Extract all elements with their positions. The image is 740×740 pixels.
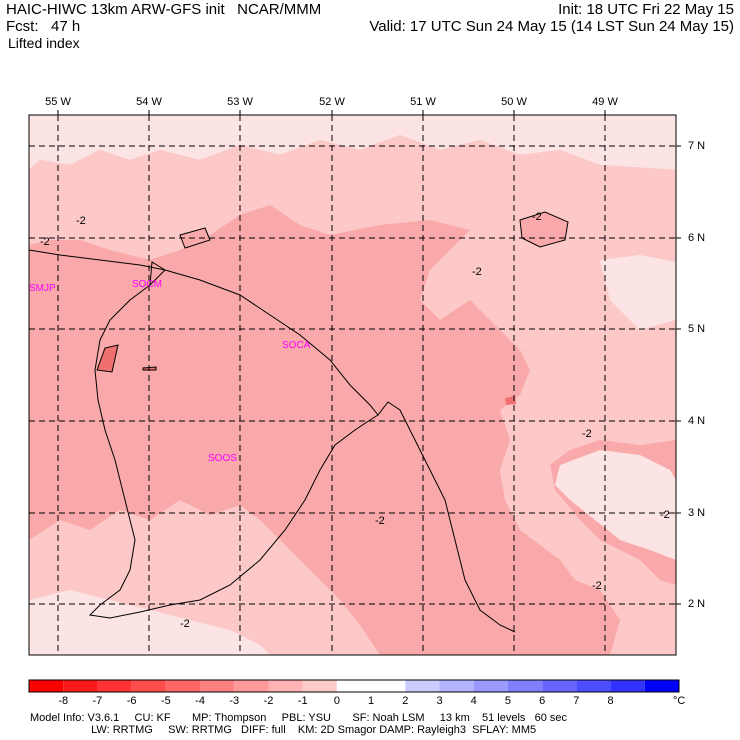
colorbar-label: 4 bbox=[470, 695, 477, 707]
valid-time: Valid: 17 UTC Sun 24 May 15 (14 LST Sun … bbox=[369, 18, 734, 35]
colorbar-label: -5 bbox=[160, 695, 171, 707]
colorbar bbox=[28, 679, 680, 693]
contour-labels: -2 -2 -2 -2 -2 -2 -2 -2 -2 bbox=[40, 211, 670, 630]
lon-label: 53 W bbox=[227, 96, 253, 108]
model-info-line-2: LW: RRTMG SW: RRTMG DIFF: full KM: 2D Sm… bbox=[30, 724, 537, 736]
region-lightest-ne bbox=[600, 255, 676, 330]
colorbar-label: -4 bbox=[195, 695, 205, 707]
colorbar-swatch bbox=[234, 680, 269, 692]
colorbar-swatch bbox=[131, 680, 166, 692]
field-name: Lifted index bbox=[8, 35, 80, 51]
colorbar-swatch bbox=[542, 680, 577, 692]
region-lightest-southwest bbox=[29, 590, 270, 655]
lat-ticks bbox=[676, 145, 681, 605]
region-dark-spot bbox=[96, 344, 119, 373]
lon-label: 54 W bbox=[136, 96, 162, 108]
colorbar-swatch bbox=[200, 680, 235, 692]
colorbar-frame bbox=[28, 679, 680, 693]
model-info-line-1: Model Info: V3.6.1 CU: KF MP: Thompson P… bbox=[30, 712, 567, 724]
lat-label: 2 N bbox=[688, 598, 706, 610]
forecast-hour: Fcst: 47 h bbox=[6, 18, 81, 35]
colorbar-swatch bbox=[165, 680, 201, 692]
colorbar-swatch bbox=[507, 680, 543, 692]
colorbar-label: 2 bbox=[402, 695, 409, 707]
map-frame bbox=[28, 114, 677, 656]
colorbar-swatch bbox=[302, 680, 337, 692]
lat-label: 7 N bbox=[688, 140, 706, 152]
colorbar-swatch bbox=[644, 680, 679, 692]
station-label: SMJP bbox=[29, 283, 56, 294]
contour-label: -2 bbox=[582, 428, 592, 440]
colorbar-swatch bbox=[473, 680, 508, 692]
region-lightest-east bbox=[555, 450, 676, 560]
lon-label: 55 W bbox=[45, 96, 71, 108]
contour-label: -2 bbox=[660, 509, 670, 521]
lon-label: 49 W bbox=[592, 96, 618, 108]
colorbar-swatch bbox=[405, 680, 440, 692]
colorbar-swatch bbox=[439, 680, 474, 692]
lat-label: 3 N bbox=[688, 507, 706, 519]
station-label: SOOS bbox=[208, 453, 237, 464]
contour-label: -2 bbox=[375, 515, 385, 527]
lon-label: 50 W bbox=[501, 96, 527, 108]
lat-label: 6 N bbox=[688, 232, 706, 244]
station-label: SOCM bbox=[132, 279, 162, 290]
colorbar-swatch bbox=[268, 680, 303, 692]
contour-label: -2 bbox=[532, 211, 542, 223]
border-suriname bbox=[88, 269, 379, 619]
colorbar-swatch bbox=[63, 680, 98, 692]
lat-label: 5 N bbox=[688, 323, 706, 335]
colorbar-swatch bbox=[97, 680, 132, 692]
colorbar-label: -6 bbox=[126, 695, 137, 707]
colorbar-label: -3 bbox=[229, 695, 240, 707]
colorbar-label: -8 bbox=[58, 695, 69, 707]
colorbar-label: -2 bbox=[263, 695, 274, 707]
contour-label: -2 bbox=[592, 580, 602, 592]
colorbar-label: 8 bbox=[607, 695, 614, 707]
lon-label: 52 W bbox=[319, 96, 345, 108]
lon-ticks bbox=[57, 110, 606, 115]
colorbar-swatch bbox=[576, 680, 611, 692]
station-label: SOCA bbox=[282, 340, 311, 351]
colorbar-label: 7 bbox=[573, 695, 580, 707]
coastline bbox=[28, 249, 516, 633]
colorbar-unit: °C bbox=[673, 695, 686, 707]
colorbar-swatch bbox=[371, 680, 406, 692]
colorbar-label: 6 bbox=[539, 695, 546, 707]
colorbar-label: 5 bbox=[504, 695, 511, 707]
plot-title: HAIC-HIWC 13km ARW-GFS init NCAR/MMM bbox=[6, 1, 322, 18]
contour-label: -2 bbox=[472, 266, 482, 278]
lat-label: 4 N bbox=[688, 415, 706, 427]
contour-island-2 bbox=[179, 227, 211, 249]
graticule bbox=[29, 115, 676, 655]
lon-label: 51 W bbox=[410, 96, 436, 108]
colorbar-label: -7 bbox=[92, 695, 103, 707]
colorbar-label: 3 bbox=[436, 695, 443, 707]
colorbar-label: -1 bbox=[297, 695, 308, 707]
colorbar-swatch bbox=[29, 680, 64, 692]
contour-label: -2 bbox=[76, 215, 86, 227]
init-time: Init: 18 UTC Fri 22 May 15 bbox=[558, 1, 734, 18]
colorbar-label: 0 bbox=[333, 695, 340, 707]
colorbar-label: 1 bbox=[368, 695, 375, 707]
border-guyana bbox=[149, 261, 166, 286]
region-dark-spot-3 bbox=[505, 396, 516, 405]
contour-label: -2 bbox=[180, 618, 190, 630]
region-light-north bbox=[29, 135, 676, 360]
region-light-east bbox=[500, 320, 676, 655]
colorbar-swatch bbox=[336, 680, 372, 692]
contour-label: -2 bbox=[40, 236, 50, 248]
colorbar-swatch bbox=[610, 680, 645, 692]
